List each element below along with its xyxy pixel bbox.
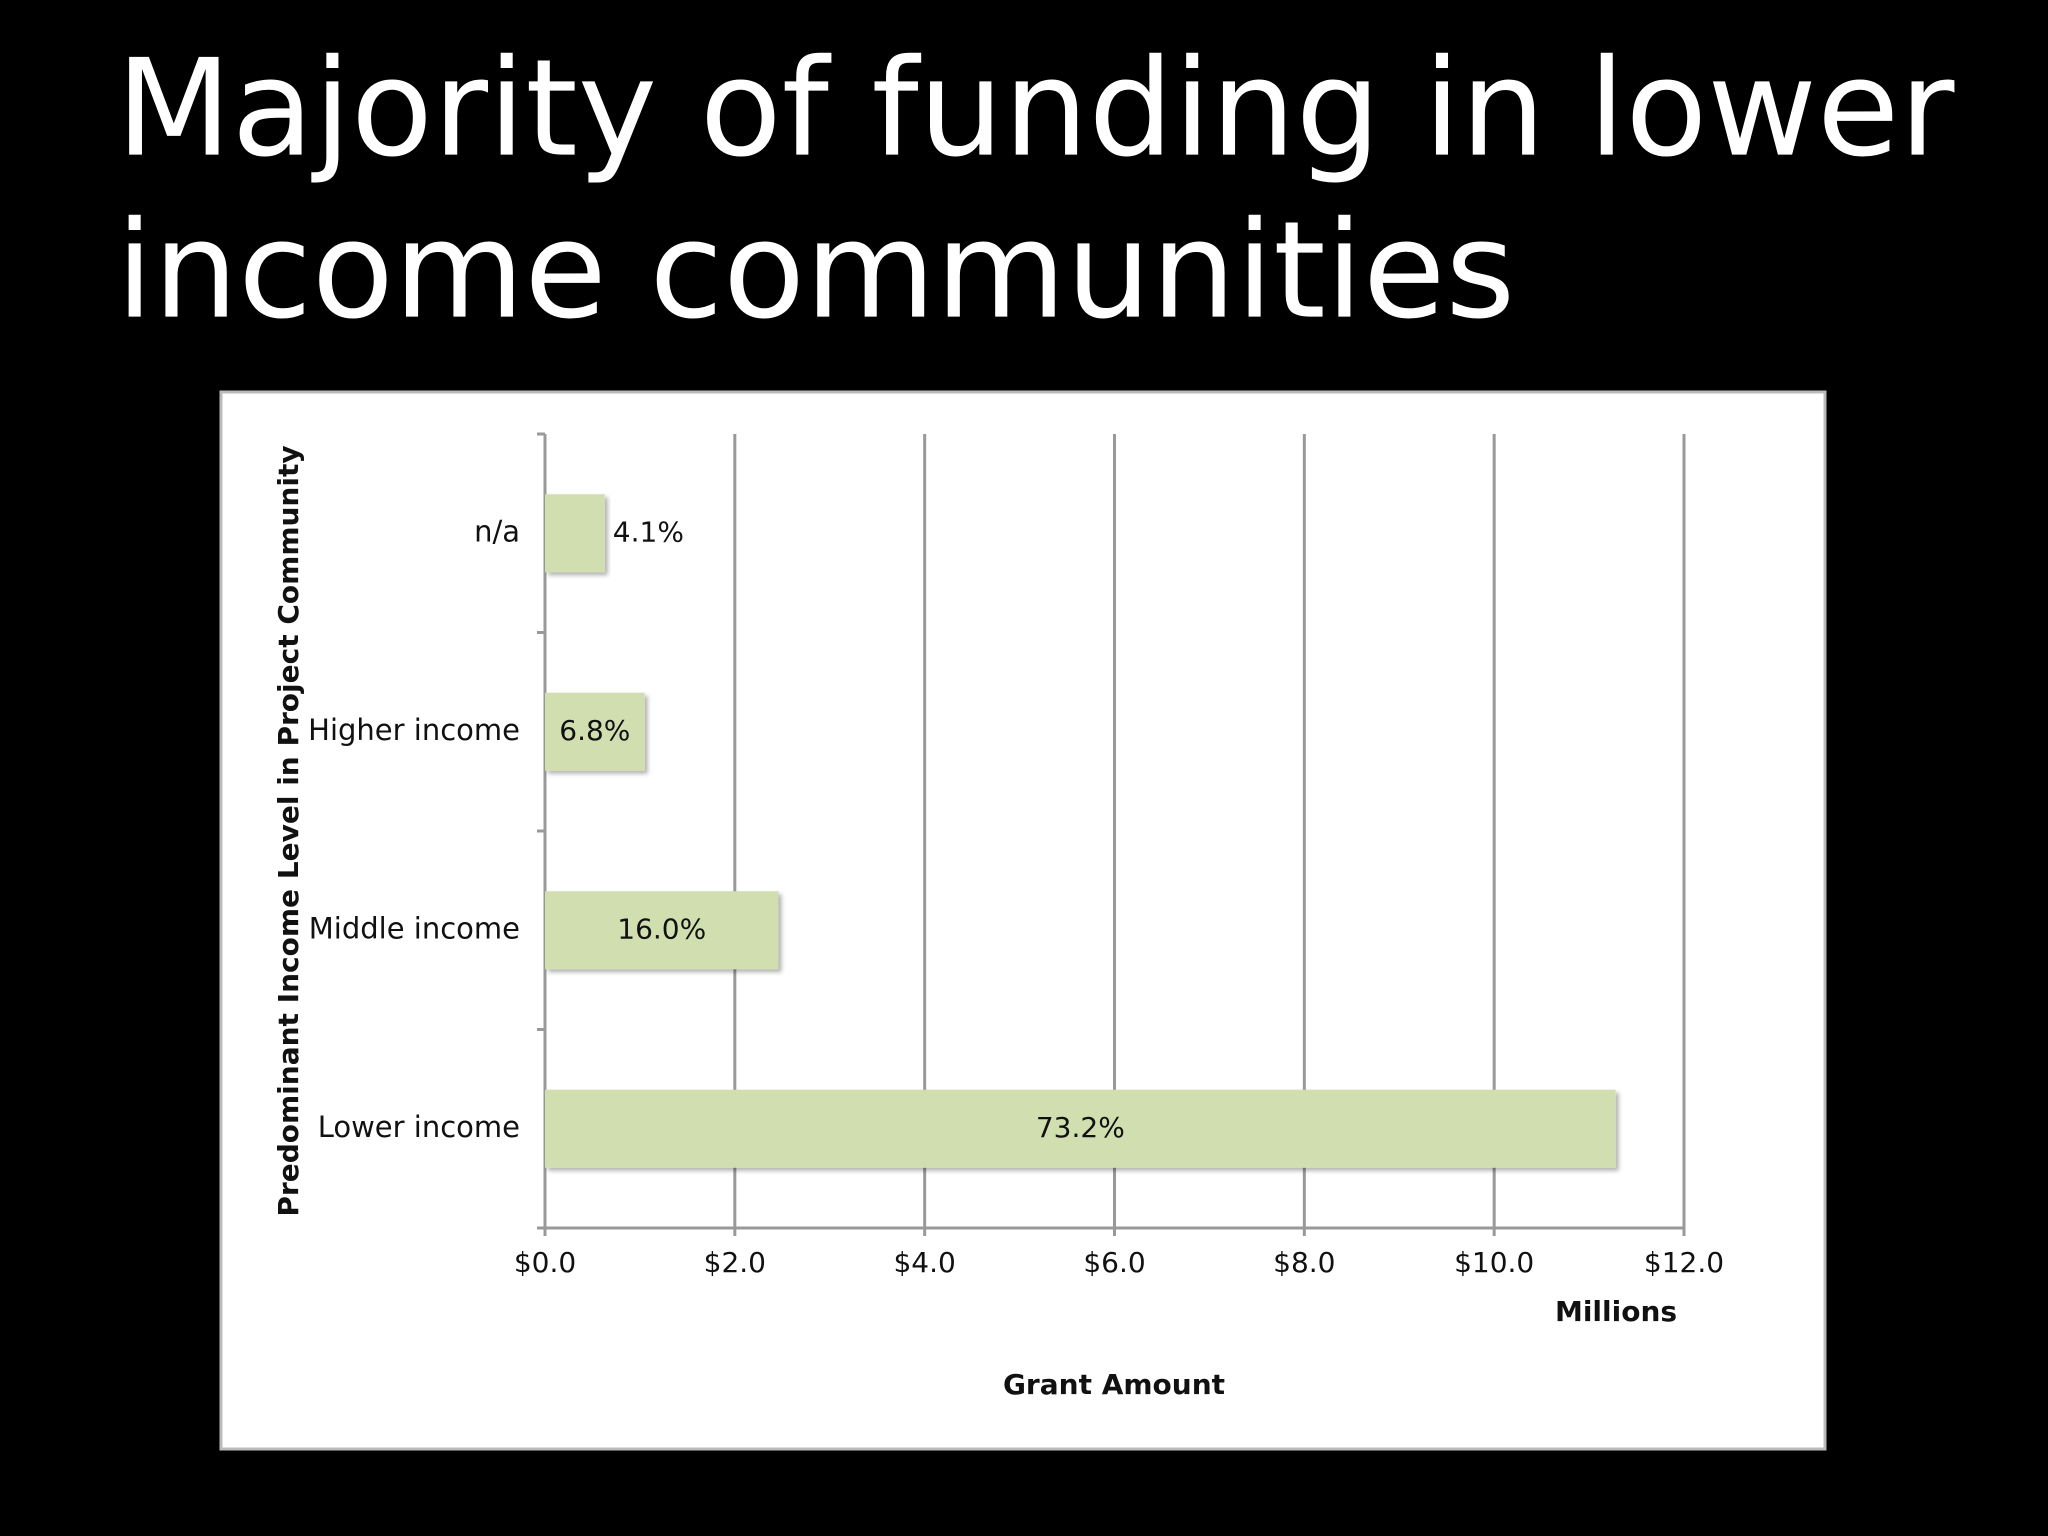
bar-label: 6.8% — [559, 714, 630, 747]
title-line: Majority of funding in lower — [116, 31, 1955, 187]
y-tick-label: Lower income — [318, 1110, 520, 1144]
bar-label: 16.0% — [617, 912, 706, 945]
y-tick-label: Middle income — [309, 911, 520, 945]
bar-label: 73.2% — [1036, 1111, 1125, 1144]
x-tick-label: $4.0 — [893, 1246, 955, 1279]
x-tick-label: $12.0 — [1644, 1246, 1724, 1279]
x-tick-label: $0.0 — [514, 1246, 576, 1279]
bar-label: 4.1% — [613, 515, 684, 548]
x-tick-label: $6.0 — [1083, 1246, 1145, 1279]
bar — [545, 1089, 1616, 1168]
y-tick-label: n/a — [474, 514, 520, 548]
chart-panel — [219, 390, 1827, 1451]
y-tick-label: Higher income — [308, 713, 520, 747]
x-axis-label: Grant Amount — [1003, 1368, 1225, 1401]
bar — [545, 891, 779, 970]
x-tick-label: $8.0 — [1273, 1246, 1335, 1279]
x-unit: Millions — [1555, 1295, 1677, 1328]
x-tick-label: $10.0 — [1454, 1246, 1534, 1279]
y-axis-label: Predominant Income Level in Project Comm… — [272, 445, 305, 1216]
bar — [545, 692, 645, 771]
bar — [545, 494, 605, 573]
title-line: income communities — [116, 193, 1515, 349]
x-tick-label: $2.0 — [704, 1246, 766, 1279]
